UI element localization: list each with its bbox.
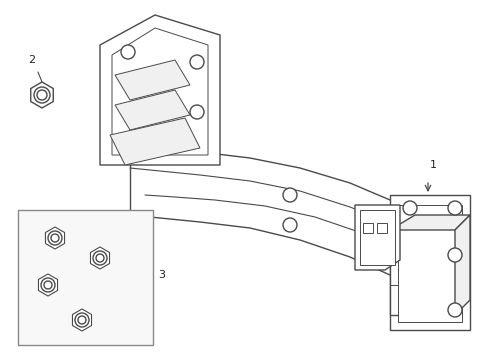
Circle shape (403, 201, 417, 215)
Circle shape (34, 87, 50, 103)
Bar (390, 230, 455, 315)
Polygon shape (115, 90, 190, 130)
Polygon shape (355, 205, 400, 270)
Polygon shape (130, 145, 460, 315)
Polygon shape (46, 227, 65, 249)
Polygon shape (73, 309, 92, 331)
Circle shape (283, 188, 297, 202)
Text: 3: 3 (158, 270, 165, 280)
Circle shape (51, 234, 59, 242)
Circle shape (75, 313, 89, 327)
Circle shape (41, 278, 55, 292)
Circle shape (364, 244, 376, 256)
Text: 1: 1 (430, 160, 437, 170)
Text: 2: 2 (28, 55, 35, 65)
Polygon shape (390, 195, 470, 330)
Circle shape (96, 254, 104, 262)
Circle shape (364, 214, 376, 226)
Polygon shape (390, 215, 470, 230)
Circle shape (37, 90, 47, 100)
Circle shape (190, 105, 204, 119)
Circle shape (78, 316, 86, 324)
Bar (377, 223, 387, 233)
Polygon shape (110, 118, 200, 165)
Circle shape (93, 251, 107, 265)
Polygon shape (39, 274, 57, 296)
Polygon shape (31, 82, 53, 108)
Circle shape (190, 55, 204, 69)
Circle shape (448, 248, 462, 262)
Circle shape (48, 231, 62, 245)
Polygon shape (91, 247, 110, 269)
Polygon shape (455, 215, 470, 315)
Bar (18, 210, 153, 345)
Circle shape (283, 218, 297, 232)
Circle shape (448, 201, 462, 215)
Circle shape (448, 303, 462, 317)
Polygon shape (398, 205, 462, 322)
Polygon shape (100, 15, 220, 165)
Polygon shape (115, 60, 190, 100)
Polygon shape (112, 28, 208, 155)
Circle shape (121, 45, 135, 59)
Bar (363, 223, 373, 233)
Polygon shape (360, 210, 395, 265)
Circle shape (44, 281, 52, 289)
